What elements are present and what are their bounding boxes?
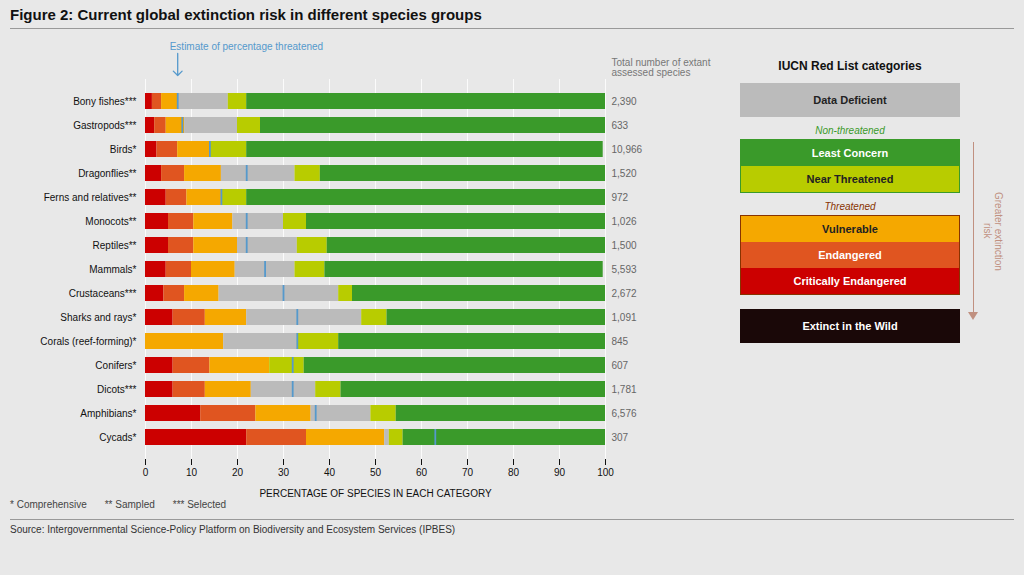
html-text:IUCN Red List categories: IUCN Red List categories bbox=[778, 59, 922, 73]
html-text:Figure 2: Current global extin: Figure 2: Current global extinction risk… bbox=[10, 6, 482, 23]
svg-text:633: 633 bbox=[612, 120, 629, 131]
html-text:Least Concern: Least Concern bbox=[811, 147, 889, 159]
svg-text:Cycads*: Cycads* bbox=[99, 432, 136, 443]
svg-text:1,520: 1,520 bbox=[612, 168, 637, 179]
html-text:Vulnerable: Vulnerable bbox=[822, 223, 878, 235]
svg-text:6,576: 6,576 bbox=[612, 408, 637, 419]
svg-text:80: 80 bbox=[508, 467, 520, 478]
svg-text:PERCENTAGE OF SPECIES IN EACH: PERCENTAGE OF SPECIES IN EACH CATEGORY bbox=[259, 488, 492, 499]
html-text:Near Threatened: Near Threatened bbox=[806, 173, 894, 185]
svg-text:1,500: 1,500 bbox=[612, 240, 637, 251]
svg-text:Gastropods***: Gastropods*** bbox=[73, 120, 136, 131]
svg-text:607: 607 bbox=[612, 360, 629, 371]
svg-text:Ferns and relatives**: Ferns and relatives** bbox=[44, 192, 137, 203]
svg-text:Dragonflies**: Dragonflies** bbox=[78, 168, 136, 179]
svg-text:1,781: 1,781 bbox=[612, 384, 637, 395]
svg-text:Amphibians*: Amphibians* bbox=[80, 408, 136, 419]
svg-text:972: 972 bbox=[612, 192, 629, 203]
svg-text:5,593: 5,593 bbox=[612, 264, 637, 275]
svg-text:100: 100 bbox=[597, 467, 614, 478]
svg-text:90: 90 bbox=[554, 467, 566, 478]
html-text:Threatened: Threatened bbox=[824, 201, 876, 212]
html-text:* Comprehensive: * Comprehensive bbox=[10, 499, 87, 510]
svg-text:Monocots**: Monocots** bbox=[85, 216, 136, 227]
svg-text:307: 307 bbox=[612, 432, 629, 443]
svg-text:Crustaceans***: Crustaceans*** bbox=[69, 288, 137, 299]
svg-text:20: 20 bbox=[232, 467, 244, 478]
html-text:Source: Intergovernmental Scie: Source: Intergovernmental Science-Policy… bbox=[10, 524, 456, 535]
svg-text:1,091: 1,091 bbox=[612, 312, 637, 323]
svg-text:10,966: 10,966 bbox=[612, 144, 643, 155]
svg-text:Bony fishes***: Bony fishes*** bbox=[73, 96, 136, 107]
svg-text:Total number of extantassessed: Total number of extantassessed species bbox=[612, 57, 711, 78]
svg-text:Dicots***: Dicots*** bbox=[97, 384, 137, 395]
html-text:Data Deficient: Data Deficient bbox=[813, 94, 887, 106]
html-text:Extinct in the Wild: Extinct in the Wild bbox=[802, 320, 898, 332]
svg-text:40: 40 bbox=[324, 467, 336, 478]
svg-text:Birds*: Birds* bbox=[110, 144, 137, 155]
svg-text:10: 10 bbox=[186, 467, 198, 478]
html-text:Critically Endangered: Critically Endangered bbox=[793, 275, 907, 287]
svg-text:Conifers*: Conifers* bbox=[95, 360, 136, 371]
svg-text:Reptiles**: Reptiles** bbox=[93, 240, 137, 251]
html-text:Greater extinction risk: Greater extinction risk bbox=[982, 191, 1004, 271]
svg-text:845: 845 bbox=[612, 336, 629, 347]
svg-text:2,672: 2,672 bbox=[612, 288, 637, 299]
svg-text:2,390: 2,390 bbox=[612, 96, 637, 107]
html-text:Endangered: Endangered bbox=[818, 249, 882, 261]
html-text:Non-threatened: Non-threatened bbox=[815, 125, 885, 136]
svg-text:30: 30 bbox=[278, 467, 290, 478]
html-text:*** Selected: *** Selected bbox=[172, 499, 227, 510]
svg-text:Estimate of percentage threate: Estimate of percentage threatened bbox=[170, 41, 323, 52]
svg-text:70: 70 bbox=[462, 467, 474, 478]
svg-text:Corals (reef-forming)*: Corals (reef-forming)* bbox=[40, 336, 136, 347]
svg-text:Sharks and rays*: Sharks and rays* bbox=[60, 312, 136, 323]
svg-text:60: 60 bbox=[416, 467, 428, 478]
svg-text:Mammals*: Mammals* bbox=[89, 264, 136, 275]
svg-text:0: 0 bbox=[143, 467, 149, 478]
html-text:** Sampled: ** Sampled bbox=[104, 499, 155, 510]
svg-text:1,026: 1,026 bbox=[612, 216, 637, 227]
svg-text:50: 50 bbox=[370, 467, 382, 478]
